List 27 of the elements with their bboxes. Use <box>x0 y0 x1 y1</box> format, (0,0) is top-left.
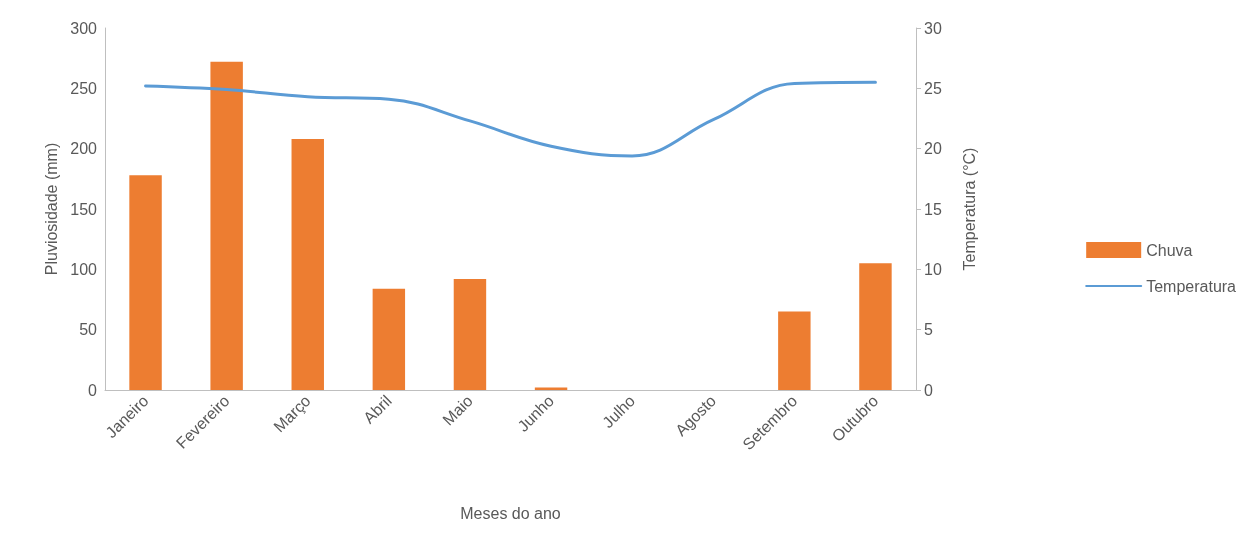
y-tick-label: 150 <box>70 200 98 218</box>
y-axis-title: Pluviosidade (mm) <box>42 142 60 276</box>
y-tick-label: 200 <box>70 140 98 158</box>
y2-tick-label: 10 <box>924 260 942 278</box>
y-tick-label: 250 <box>70 79 98 97</box>
legend-label: Temperatura <box>1146 277 1237 295</box>
y2-tick-label: 30 <box>924 19 942 37</box>
y2-tick-label: 0 <box>924 381 933 399</box>
y-tick-label: 100 <box>70 260 98 278</box>
bar <box>453 278 487 390</box>
y2-tick-label: 5 <box>924 321 933 339</box>
bar <box>129 175 162 390</box>
bar <box>372 288 406 390</box>
y2-tick-label: 25 <box>924 79 942 97</box>
legend-label: Chuva <box>1146 241 1193 259</box>
x-axis-title: Meses do ano <box>460 504 561 522</box>
y-tick-label: 50 <box>79 321 98 339</box>
y2-tick-label: 20 <box>924 140 942 158</box>
bar <box>859 263 892 390</box>
line-series <box>144 80 877 158</box>
bar <box>778 311 811 390</box>
y2-axis-title: Temperatura (°C) <box>960 147 978 271</box>
y-tick-label: 0 <box>88 381 98 399</box>
y-tick-label: 300 <box>70 19 98 37</box>
bar <box>291 139 324 390</box>
bar <box>210 61 243 390</box>
y2-tick-label: 15 <box>924 200 942 218</box>
